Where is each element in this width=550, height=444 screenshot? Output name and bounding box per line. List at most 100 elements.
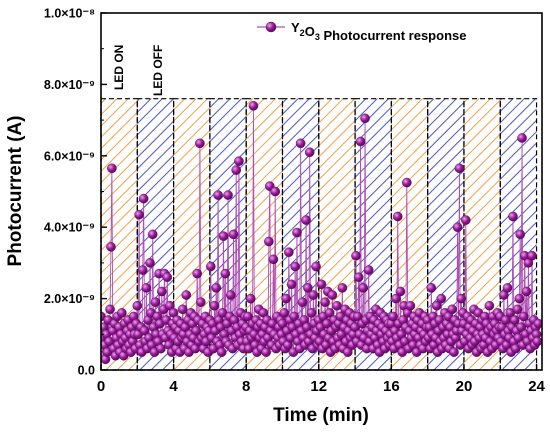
y-tick-label: 8.0×10⁻⁹	[44, 78, 95, 92]
data-point	[449, 347, 459, 357]
data-point	[150, 297, 161, 307]
data-point	[107, 163, 117, 174]
data-point	[388, 311, 398, 322]
data-point	[181, 290, 192, 300]
legend-label: Y2O3 Photocurrent response	[291, 20, 466, 43]
data-point	[270, 186, 281, 197]
data-point	[355, 136, 366, 147]
data-point	[360, 113, 370, 124]
data-point	[177, 304, 188, 315]
data-point	[436, 293, 447, 304]
data-point	[426, 283, 437, 293]
legend: Y2O3 Photocurrent response	[257, 20, 466, 43]
data-point	[225, 290, 236, 300]
x-tick-label: 12	[310, 378, 327, 395]
data-point	[218, 231, 229, 241]
data-point	[363, 265, 374, 275]
data-point	[456, 293, 467, 304]
data-point	[303, 283, 313, 293]
x-axis-ticks: 0 4 8 12 16 20 24	[97, 364, 546, 395]
y-tick-label: 1.0×10⁻⁸	[44, 7, 95, 21]
data-point	[284, 247, 294, 257]
data-point	[231, 165, 241, 175]
data-point	[137, 265, 148, 275]
data-point	[191, 325, 202, 336]
data-point	[138, 193, 149, 204]
data-point	[516, 322, 526, 332]
data-point	[162, 272, 173, 282]
y-axis-label: Photocurrent (A)	[5, 116, 26, 267]
y-axis-ticks: 0.0 2.0×10⁻⁹ 4.0×10⁻⁹ 6.0×10⁻⁹ 8.0×10⁻⁹ 1.0×1…	[44, 7, 107, 378]
data-point	[289, 311, 300, 322]
data-point	[327, 290, 338, 300]
data-point	[533, 318, 542, 329]
data-point	[332, 300, 342, 311]
x-tick-label: 24	[528, 378, 545, 395]
data-point	[512, 304, 523, 315]
data-point	[515, 229, 526, 240]
data-point	[192, 268, 202, 279]
data-point	[243, 311, 253, 322]
data-point	[401, 177, 412, 188]
data-point	[405, 300, 416, 311]
data-point	[514, 293, 525, 304]
data-point	[311, 261, 321, 272]
data-point	[290, 261, 300, 272]
data-point	[351, 250, 361, 261]
data-point	[431, 300, 442, 311]
data-point	[132, 300, 143, 311]
data-point	[279, 308, 290, 318]
data-point	[156, 343, 166, 354]
data-point	[517, 133, 527, 143]
x-tick-label: 8	[242, 378, 250, 395]
data-point	[264, 236, 274, 247]
data-point	[392, 211, 403, 222]
y-tick-label: 6.0×10⁻⁹	[44, 149, 95, 163]
data-point	[297, 297, 308, 307]
data-point	[306, 308, 317, 318]
data-point	[301, 215, 311, 225]
data-point	[223, 190, 233, 200]
data-point	[508, 211, 518, 222]
data-point	[447, 304, 457, 315]
annotation-led-off: LED OFF	[151, 45, 165, 96]
x-tick-label: 0	[97, 378, 105, 395]
data-point	[281, 293, 291, 304]
data-point	[292, 227, 302, 238]
data-point	[352, 311, 363, 322]
y-tick-label: 0.0	[78, 364, 95, 378]
data-point	[106, 242, 116, 252]
data-point	[145, 258, 155, 268]
data-point	[195, 138, 205, 149]
data-series	[101, 101, 542, 365]
data-point	[343, 347, 353, 357]
data-point	[205, 261, 216, 272]
data-point	[519, 311, 529, 322]
data-point	[213, 190, 223, 200]
data-point	[268, 254, 279, 265]
data-point	[248, 101, 259, 111]
data-point	[391, 293, 401, 304]
data-point	[337, 283, 348, 293]
data-point	[139, 325, 150, 336]
data-point	[320, 297, 330, 307]
data-point	[117, 308, 127, 318]
x-tick-label: 20	[456, 378, 473, 395]
data-point	[295, 138, 306, 149]
data-point	[245, 293, 256, 304]
data-point	[141, 283, 152, 293]
data-point	[304, 147, 315, 158]
x-axis-label: Time (min)	[273, 405, 369, 426]
x-tick-label: 4	[169, 378, 178, 395]
x-tick-label: 16	[383, 378, 400, 395]
data-point	[502, 283, 513, 293]
data-point	[308, 290, 319, 300]
data-point	[147, 229, 158, 240]
data-point	[211, 283, 222, 293]
data-point	[156, 286, 167, 297]
data-point	[532, 336, 542, 347]
data-point	[395, 286, 406, 297]
data-point	[509, 315, 520, 325]
